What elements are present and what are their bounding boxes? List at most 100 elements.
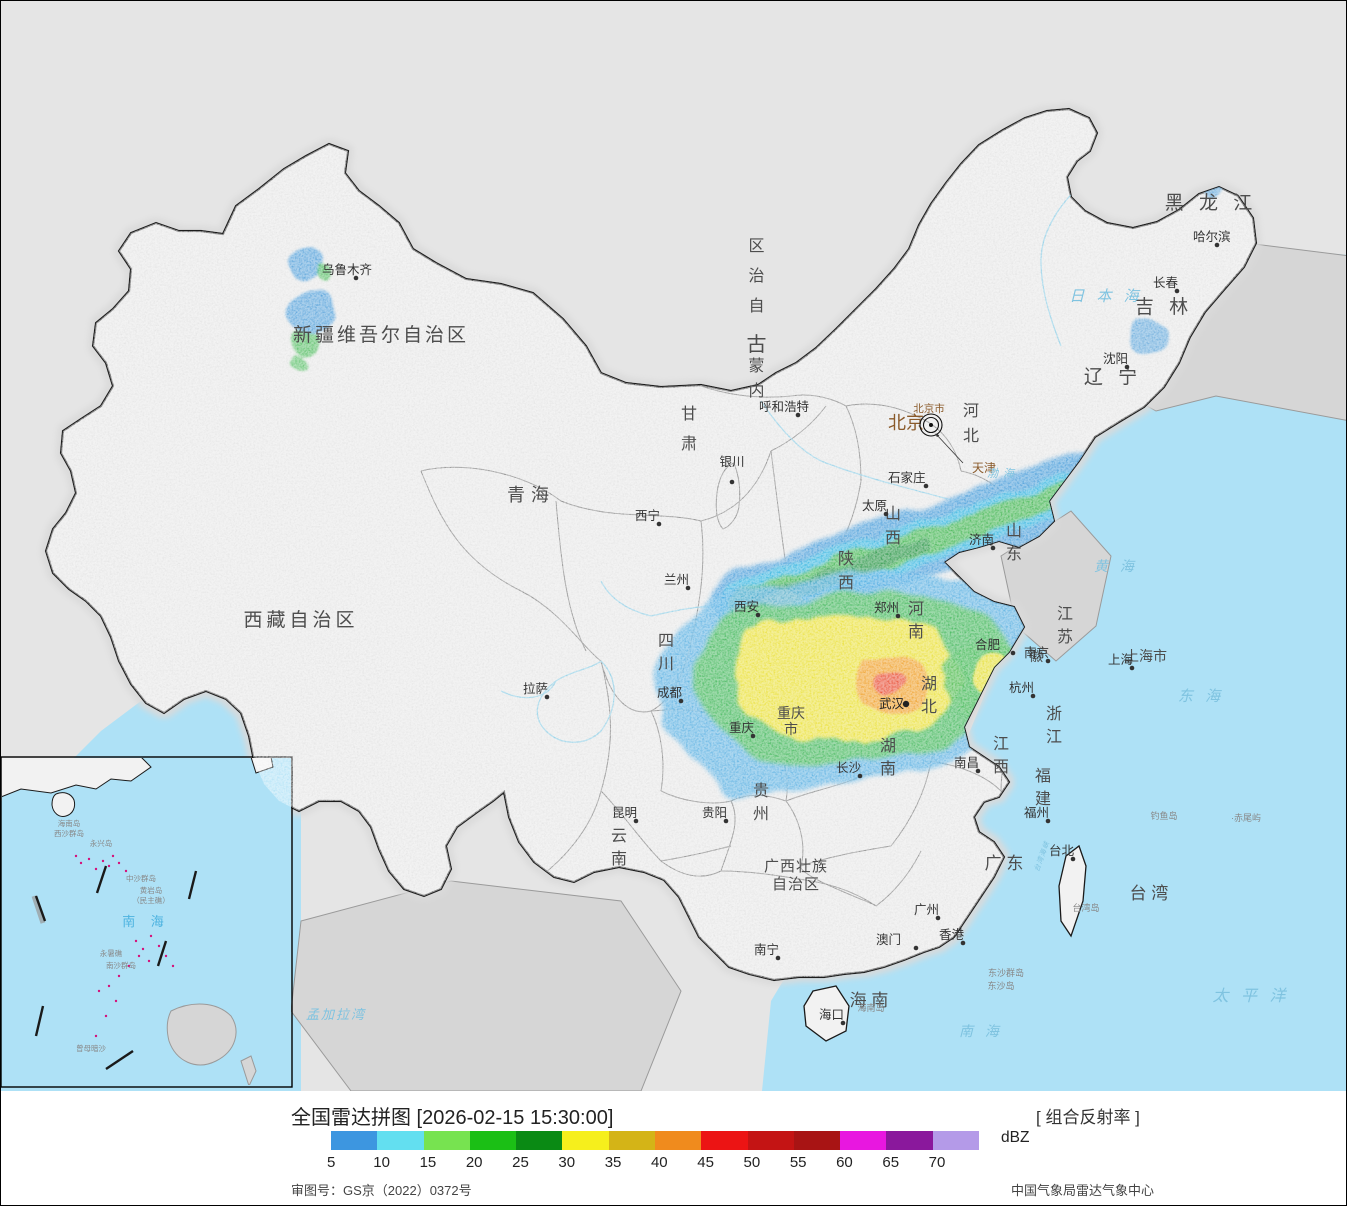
svg-text:山: 山 (1006, 522, 1022, 540)
svg-text:青海: 青海 (507, 485, 555, 505)
svg-text:渤 海: 渤 海 (987, 467, 1016, 480)
svg-text:东 海: 东 海 (1178, 688, 1224, 705)
svg-text:自治区: 自治区 (772, 876, 820, 893)
svg-text:海南岛: 海南岛 (58, 818, 81, 828)
svg-text:蒙: 蒙 (748, 357, 767, 375)
svg-text:·赤尾屿: ·赤尾屿 (1231, 813, 1261, 823)
svg-text:沈阳: 沈阳 (1103, 351, 1128, 366)
svg-text:拉萨: 拉萨 (523, 681, 548, 696)
svg-text:呼和浩特: 呼和浩特 (759, 399, 809, 414)
svg-text:肃: 肃 (681, 435, 701, 453)
svg-text:海口: 海口 (819, 1007, 844, 1022)
svg-text:西沙群岛: 西沙群岛 (54, 828, 84, 838)
svg-text:西宁: 西宁 (635, 508, 660, 523)
svg-text:湖: 湖 (880, 737, 896, 755)
svg-text:黄 海: 黄 海 (1094, 558, 1138, 574)
svg-text:西安: 西安 (734, 599, 759, 614)
svg-text:治: 治 (748, 267, 767, 285)
svg-text:石家庄: 石家庄 (888, 470, 926, 485)
svg-text:广州: 广州 (914, 903, 939, 917)
svg-text:武汉: 武汉 (879, 697, 905, 711)
svg-text:江: 江 (993, 735, 1009, 753)
svg-text:福州: 福州 (1024, 805, 1049, 820)
svg-text:北京市: 北京市 (913, 402, 945, 415)
svg-text:四: 四 (658, 633, 674, 650)
svg-text:古: 古 (747, 333, 770, 356)
svg-text:湖: 湖 (921, 675, 937, 693)
svg-text:广 东: 广 东 (985, 854, 1024, 873)
svg-text:南京: 南京 (1024, 645, 1049, 660)
svg-text:南 海: 南 海 (959, 1023, 1003, 1039)
svg-text:西: 西 (993, 759, 1009, 776)
svg-text:南宁: 南宁 (754, 942, 779, 957)
svg-text:台北: 台北 (1049, 843, 1075, 858)
svg-text:南: 南 (908, 623, 924, 641)
svg-text:重庆: 重庆 (777, 705, 805, 721)
svg-text:北: 北 (963, 427, 979, 445)
svg-text:北京: 北京 (888, 413, 924, 433)
svg-text:长沙: 长沙 (836, 761, 862, 775)
svg-text:上海: 上海 (1108, 652, 1134, 667)
svg-text:郑州: 郑州 (874, 600, 899, 615)
svg-text:曾母暗沙: 曾母暗沙 (76, 1043, 106, 1053)
svg-text:州: 州 (753, 806, 769, 823)
svg-text:永暑礁: 永暑礁 (100, 948, 123, 958)
svg-text:陕: 陕 (838, 550, 854, 568)
svg-text:辽 宁: 辽 宁 (1084, 366, 1142, 388)
svg-text:昆明: 昆明 (612, 806, 637, 820)
svg-text:南: 南 (880, 760, 896, 778)
svg-text:成都: 成都 (657, 686, 683, 700)
svg-text:江: 江 (1046, 728, 1062, 746)
svg-text:日 本 海: 日 本 海 (1069, 288, 1142, 305)
svg-text:云: 云 (611, 828, 627, 845)
svg-text:银川: 银川 (719, 455, 744, 469)
svg-text:西: 西 (838, 575, 854, 592)
svg-text:孟加拉湾: 孟加拉湾 (306, 1007, 366, 1022)
svg-text:澳门: 澳门 (876, 932, 901, 947)
svg-text:长春: 长春 (1153, 276, 1179, 290)
svg-text:东沙群岛: 东沙群岛 (988, 967, 1024, 978)
svg-text:苏: 苏 (1057, 628, 1073, 646)
svg-text:重庆: 重庆 (729, 720, 755, 735)
svg-text:太 平 洋: 太 平 洋 (1213, 987, 1290, 1005)
svg-text:河: 河 (963, 402, 979, 420)
svg-text:内: 内 (748, 382, 767, 400)
svg-text:贵阳: 贵阳 (702, 806, 727, 820)
svg-text:南沙群岛: 南沙群岛 (106, 960, 136, 970)
svg-text:黑 龙 江: 黑 龙 江 (1165, 192, 1258, 214)
svg-text:济南: 济南 (969, 532, 994, 547)
svg-text:甘: 甘 (681, 405, 701, 423)
svg-text:福: 福 (1035, 767, 1051, 785)
svg-text:东: 东 (1006, 545, 1022, 563)
svg-text:香港: 香港 (939, 928, 965, 942)
svg-text:吉 林: 吉 林 (1135, 296, 1193, 318)
svg-text:北: 北 (921, 698, 937, 716)
svg-text:台 湾: 台 湾 (1130, 884, 1169, 903)
svg-text:新疆维吾尔自治区: 新疆维吾尔自治区 (293, 324, 469, 346)
svg-text:西: 西 (885, 530, 901, 547)
svg-text:海南岛: 海南岛 (857, 1002, 884, 1013)
svg-text:自: 自 (748, 297, 767, 315)
svg-text:合肥: 合肥 (975, 637, 1001, 652)
svg-text:（民主礁）: （民主礁） (132, 895, 170, 905)
svg-text:中沙群岛: 中沙群岛 (126, 873, 156, 883)
svg-text:台湾岛: 台湾岛 (1072, 902, 1099, 913)
svg-text:河: 河 (908, 600, 924, 618)
svg-text:广西壮族: 广西壮族 (764, 858, 828, 875)
svg-text:东沙岛: 东沙岛 (987, 980, 1014, 991)
svg-text:西藏自治区: 西藏自治区 (243, 609, 358, 631)
svg-text:钓鱼岛: 钓鱼岛 (1150, 810, 1177, 821)
svg-text:兰州: 兰州 (664, 573, 689, 587)
svg-text:永兴岛: 永兴岛 (90, 838, 113, 848)
svg-text:乌鲁木齐: 乌鲁木齐 (322, 262, 373, 277)
svg-text:南: 南 (611, 850, 627, 868)
svg-text:哈尔滨: 哈尔滨 (1193, 229, 1231, 244)
svg-text:贵: 贵 (753, 782, 769, 800)
svg-text:太原: 太原 (862, 498, 887, 513)
svg-text:南昌: 南昌 (954, 755, 979, 770)
svg-text:江: 江 (1057, 605, 1073, 623)
svg-text:区: 区 (748, 238, 767, 255)
svg-text:杭州: 杭州 (1009, 680, 1034, 695)
svg-text:市: 市 (784, 721, 798, 737)
svg-text:黄岩岛: 黄岩岛 (140, 885, 163, 895)
